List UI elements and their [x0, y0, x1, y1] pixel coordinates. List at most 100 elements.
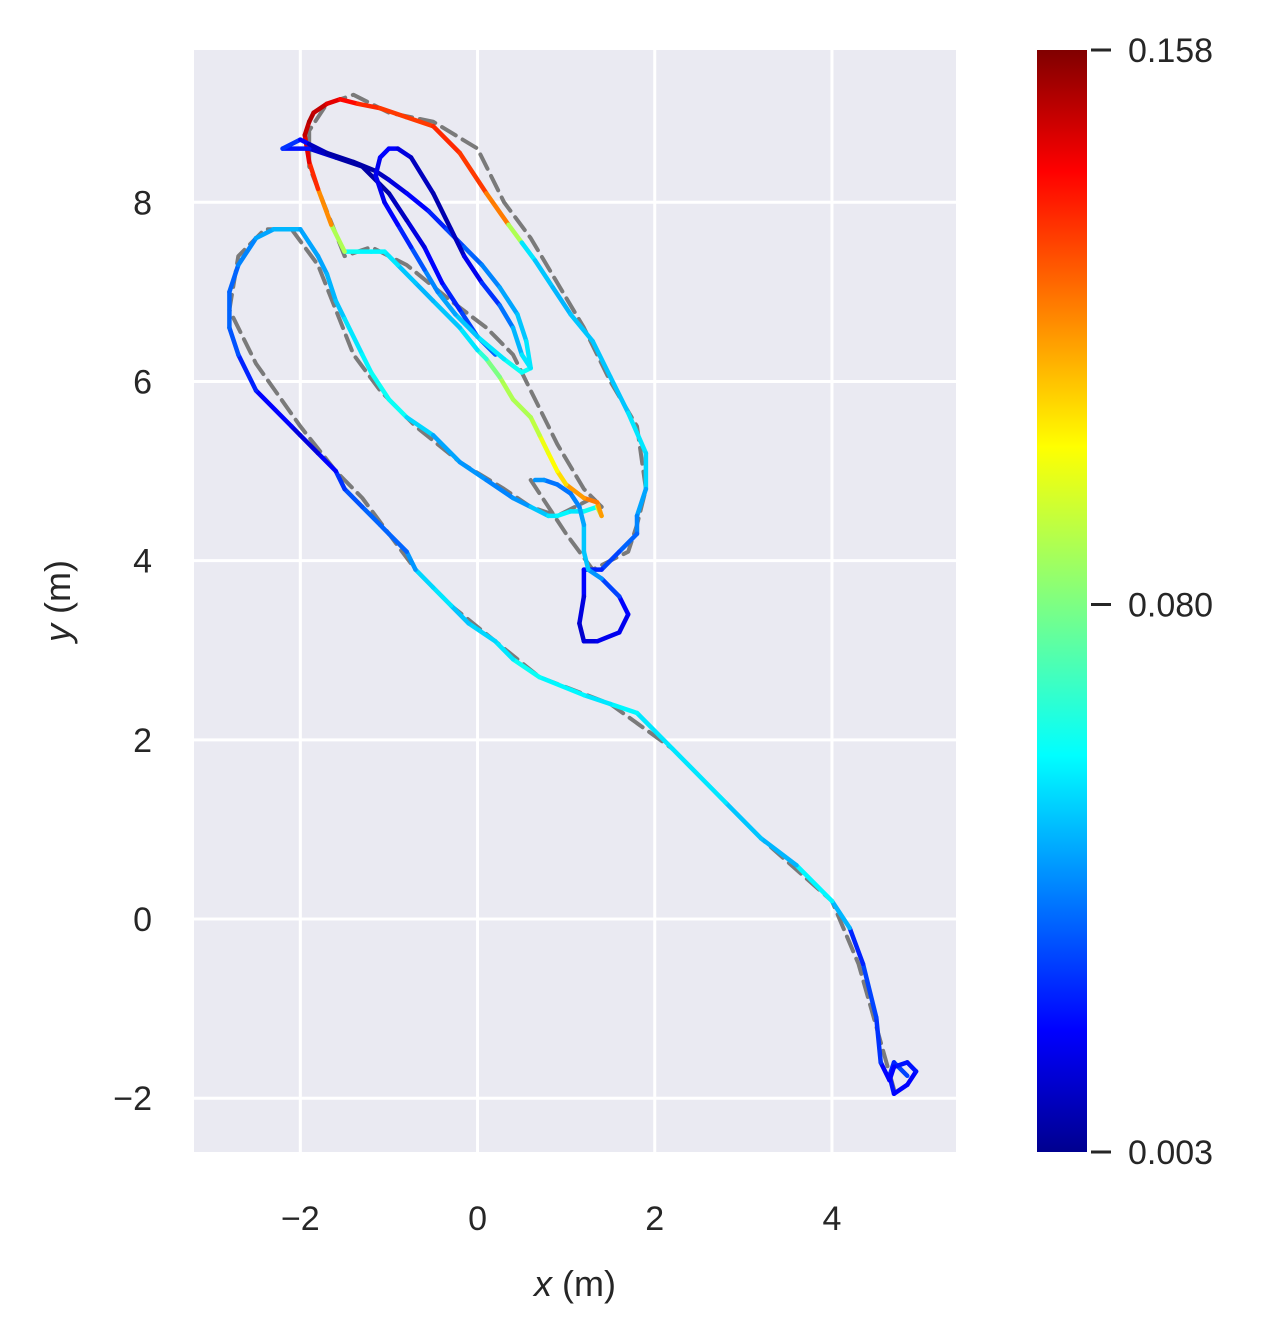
trajectory-segment [537, 674, 587, 698]
trajectory-segment [448, 603, 471, 626]
trajectory-segment [227, 262, 241, 295]
trajectory-segment [373, 155, 383, 178]
trajectory-segment [413, 280, 436, 304]
trajectory-segment [617, 612, 631, 635]
trajectory-segment [466, 621, 498, 644]
trajectory-segment [594, 500, 604, 519]
trajectory-segment [577, 621, 587, 644]
trajectory-segment [236, 352, 259, 393]
trajectory-segment [634, 710, 675, 752]
trajectory-segment [315, 253, 330, 277]
trajectory-segment [519, 240, 538, 263]
trajectory-segment [617, 594, 631, 617]
colorbar-tick-label: 0.003 [1128, 1134, 1213, 1172]
trajectory-segment [404, 114, 436, 129]
trajectory-segment [581, 495, 600, 505]
trajectory-segment [373, 173, 387, 205]
trajectory-segment [404, 191, 432, 214]
trajectory-segment [435, 289, 458, 317]
trajectory-segment [253, 226, 276, 241]
x-tick-label: 4 [822, 1200, 841, 1238]
trajectory-segment [461, 244, 485, 268]
trajectory-segment [329, 222, 347, 254]
trajectory-segment [905, 1069, 919, 1088]
x-tick-label: 2 [645, 1200, 664, 1238]
trajectory-segment [541, 477, 560, 487]
x-tick-label: −2 [281, 1200, 320, 1238]
trajectory-segment [599, 549, 622, 572]
y-tick-label: 8 [133, 184, 152, 222]
trajectory-segment [408, 155, 436, 196]
trajectory-segment [306, 159, 321, 192]
trajectory-segment [430, 585, 454, 608]
trajectory-segment [563, 482, 587, 501]
trajectory-segment [493, 639, 516, 662]
trajectory-segment [280, 137, 303, 151]
trajectory-segment [528, 415, 542, 438]
trajectory-segment [377, 105, 409, 120]
trajectory-segment [891, 1082, 910, 1097]
x-axis-label-var: x [532, 1263, 554, 1304]
x-axis-label-unit: (m) [552, 1263, 616, 1304]
trajectory-segment [333, 468, 347, 492]
trajectory-segment [758, 836, 799, 868]
plot-background [194, 50, 956, 1152]
trajectory-segment [382, 200, 401, 227]
colorbar-ticks: 0.158 0.080 0.003 [1091, 32, 1213, 1172]
trajectory-segment [891, 1060, 910, 1070]
trajectory-segment [315, 450, 339, 474]
trajectory-segment [625, 410, 649, 456]
trajectory-segment [550, 285, 573, 317]
trajectory-segment [860, 961, 879, 1020]
trajectory-segment [360, 504, 383, 528]
y-tick-label: 4 [133, 543, 152, 581]
trajectory-segment [497, 303, 516, 330]
trajectory-segment [342, 486, 365, 510]
trajectory-segment [519, 352, 533, 371]
trajectory-segment [395, 222, 414, 250]
trajectory-segment [386, 191, 409, 223]
x-tick-label: 0 [468, 1200, 487, 1238]
colorbar [1037, 50, 1087, 1152]
trajectory-segment [302, 119, 312, 138]
colorbar-tick-label: 0.158 [1128, 32, 1213, 70]
trajectory-segment [497, 285, 520, 317]
trajectory-segment [404, 415, 436, 438]
trajectory-segment [404, 549, 418, 572]
trajectory-segment [581, 504, 600, 514]
trajectory-segment [484, 191, 511, 227]
trajectory-segment [847, 925, 866, 967]
y-tick-labels: −2 0 2 4 6 8 [113, 184, 152, 1118]
trajectory-segment [315, 186, 334, 227]
trajectory-segment [430, 191, 454, 232]
trajectory-segment [253, 388, 294, 429]
trajectory-segment [461, 253, 485, 286]
trajectory-segment [395, 262, 418, 286]
y-axis-label-var: y [37, 622, 78, 645]
trajectory-segment [577, 594, 587, 626]
trajectory-segment [457, 459, 489, 483]
trajectory-segment [510, 656, 542, 680]
trajectory-segment [590, 338, 613, 380]
trajectory-segment [546, 450, 560, 474]
trajectory-segment [878, 1060, 892, 1083]
y-axis-label: y (m) [37, 560, 78, 645]
x-axis-label: x (m) [532, 1263, 616, 1304]
trajectory-segment [457, 150, 489, 196]
trajectory-segment [448, 226, 467, 259]
trajectory-segment [608, 374, 631, 416]
y-tick-label: −2 [113, 1080, 152, 1118]
trajectory-segment [355, 101, 383, 111]
grid-lines [194, 50, 956, 1152]
trajectory-segment [430, 433, 463, 465]
trajectory-segment [360, 352, 374, 375]
trajectory-segment [501, 356, 525, 375]
trajectory-segment [422, 244, 445, 286]
trajectory-segment [510, 495, 533, 510]
trajectory-segment [457, 325, 480, 353]
trajectory-segment [395, 146, 414, 160]
trajectory-segment [634, 486, 649, 519]
trajectory-segment [333, 298, 347, 322]
trajectory-segment [586, 567, 604, 581]
trajectory-segment [599, 576, 622, 599]
